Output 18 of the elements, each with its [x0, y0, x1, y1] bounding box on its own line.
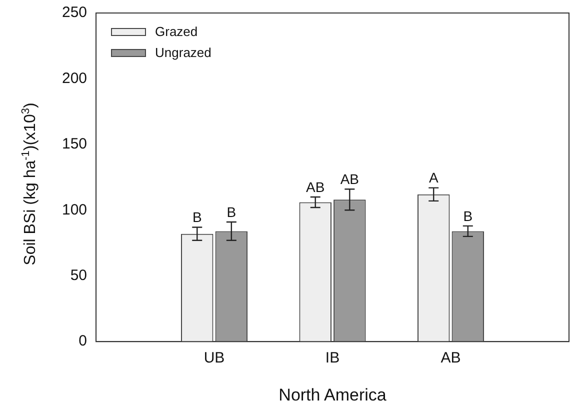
data-label: B — [226, 204, 236, 220]
data-label: B — [463, 208, 473, 224]
y-tick-label: 200 — [62, 70, 88, 87]
y-tick-label: 100 — [62, 201, 88, 218]
legend-label: Grazed — [155, 23, 198, 41]
y-tick-label: 50 — [70, 267, 88, 284]
data-label: B — [192, 209, 202, 226]
x-tick-label: UB — [204, 350, 225, 367]
data-label: A — [428, 170, 439, 186]
x-tick-label: AB — [440, 350, 461, 367]
y-tick-label: 150 — [62, 136, 88, 153]
data-label: AB — [340, 170, 359, 187]
y-tick-label: 250 — [62, 4, 88, 22]
legend-label: Ungrazed — [155, 44, 212, 62]
x-tick-label: IB — [325, 350, 340, 367]
x-axis-title: North America — [278, 385, 387, 404]
data-label: AB — [306, 178, 325, 195]
y-tick-label: 0 — [78, 332, 88, 350]
